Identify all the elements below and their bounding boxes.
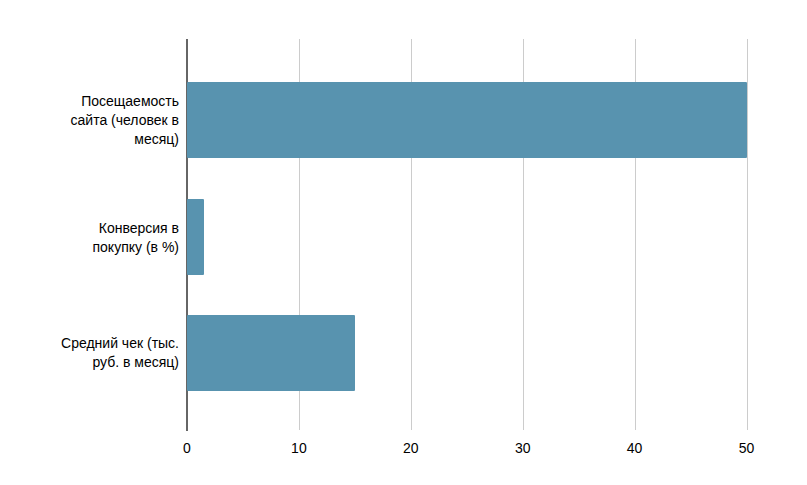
bar[interactable] bbox=[187, 199, 204, 275]
x-tick-label: 0 bbox=[167, 440, 207, 456]
category-label: Посещаемость сайта (человек в месяц) bbox=[14, 92, 179, 149]
bar[interactable] bbox=[187, 315, 355, 391]
category-label: Конверсия в покупку (в %) bbox=[14, 219, 179, 257]
x-tick-label: 40 bbox=[615, 440, 655, 456]
bar[interactable] bbox=[187, 82, 747, 158]
bar-chart: 0 10 20 30 40 50 Посещаемость сайта (человек в… bbox=[0, 0, 807, 485]
x-tick-label: 10 bbox=[279, 440, 319, 456]
category-label: Средний чек (тыс. руб. в месяц) bbox=[14, 334, 179, 372]
x-tick-label: 50 bbox=[727, 440, 767, 456]
x-tick-label: 30 bbox=[503, 440, 543, 456]
x-tick-label: 20 bbox=[391, 440, 431, 456]
